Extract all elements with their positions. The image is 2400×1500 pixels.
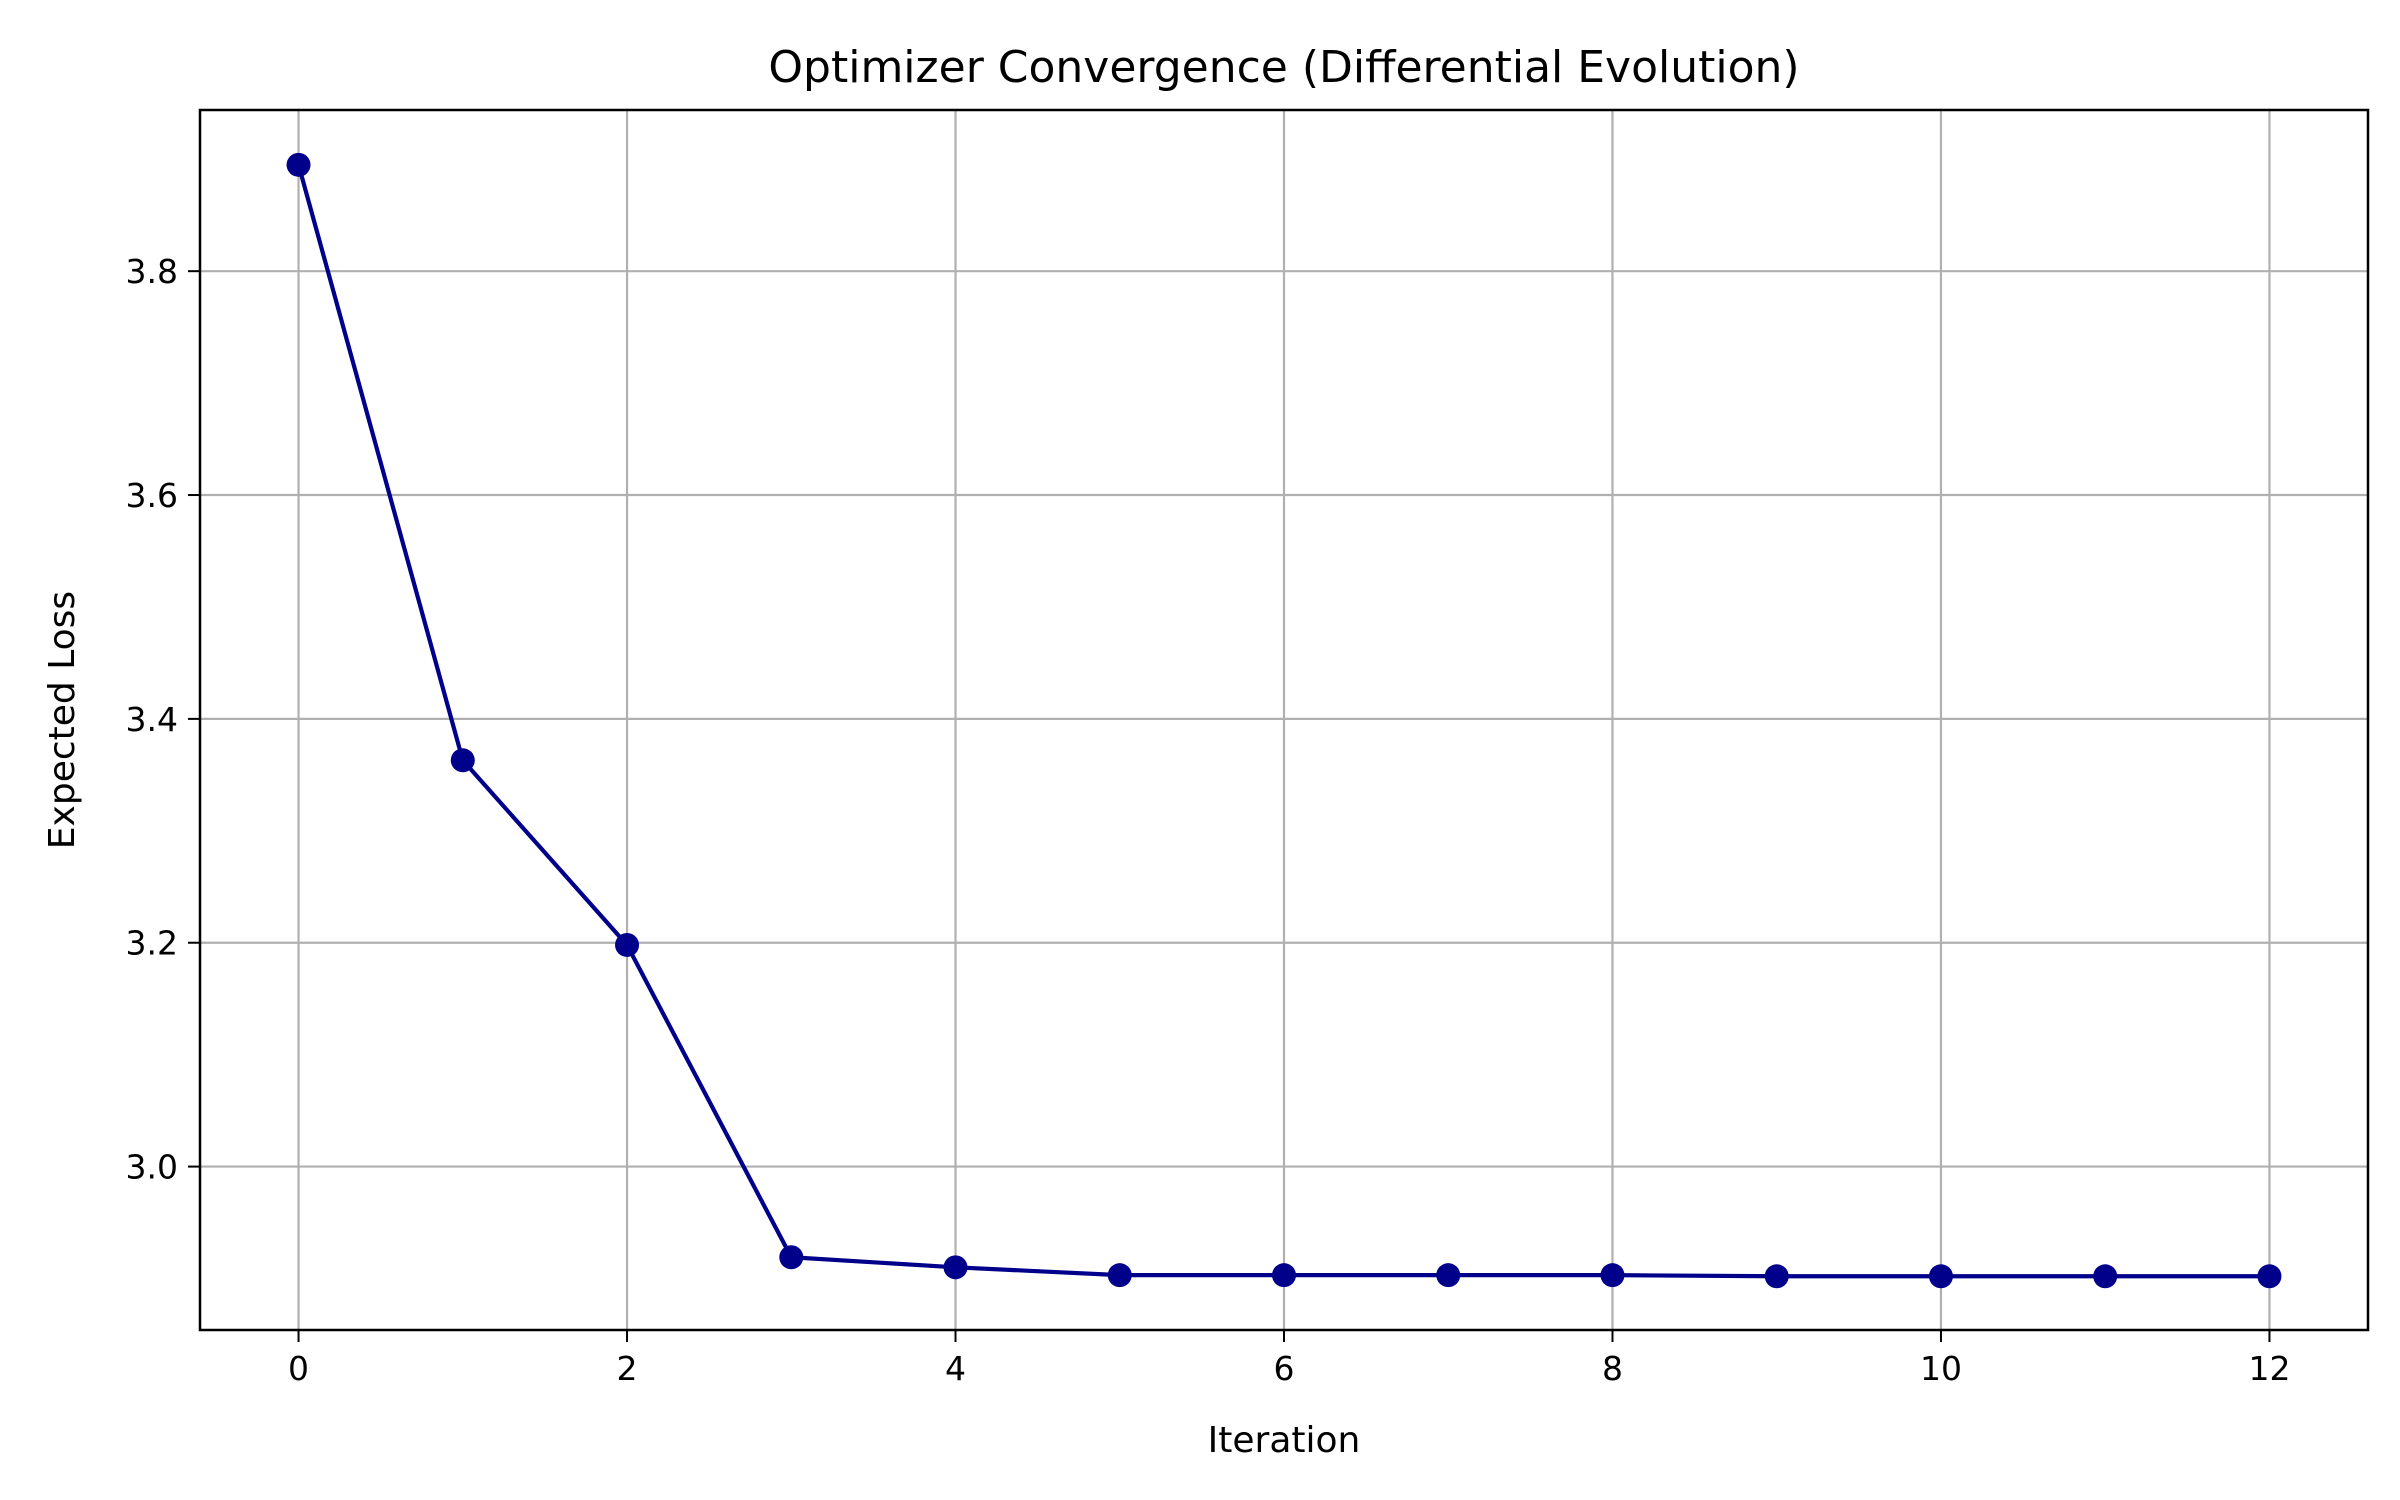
grid-layer — [200, 110, 2368, 1330]
y-tick-label: 3.4 — [126, 700, 178, 739]
x-tick-label: 4 — [945, 1349, 966, 1388]
data-point-marker — [615, 932, 640, 957]
x-tick-label: 0 — [288, 1349, 309, 1388]
tick-layer: 0 2 4 6 8 10 12 3.0 3.2 3.4 3.6 3.8 — [126, 252, 2291, 1388]
y-tick-label: 3.6 — [126, 476, 178, 515]
data-point-marker — [1764, 1264, 1789, 1289]
y-axis-title: Expected Loss — [42, 591, 83, 849]
y-tick-label: 3.2 — [126, 924, 178, 963]
data-point-marker — [1600, 1263, 1625, 1288]
data-point-marker — [286, 152, 311, 177]
data-point-marker — [1928, 1264, 1953, 1289]
x-axis-title: Iteration — [1208, 1420, 1361, 1461]
data-point-marker — [1436, 1263, 1461, 1288]
data-point-marker — [2257, 1264, 2282, 1289]
series-layer — [286, 152, 2282, 1289]
x-tick-label: 8 — [1602, 1349, 1623, 1388]
y-tick-label: 3.0 — [126, 1148, 178, 1187]
y-tick-label: 3.8 — [126, 252, 178, 291]
x-tick-label: 6 — [1274, 1349, 1295, 1388]
data-point-marker — [450, 748, 475, 773]
data-point-marker — [943, 1255, 968, 1280]
data-point-marker — [779, 1245, 804, 1270]
x-tick-label: 10 — [1920, 1349, 1962, 1388]
x-tick-label: 12 — [2248, 1349, 2290, 1388]
data-point-marker — [1272, 1263, 1296, 1288]
chart-title: Optimizer Convergence (Differential Evol… — [768, 42, 1799, 93]
data-point-marker — [1107, 1263, 1132, 1288]
x-tick-label: 2 — [617, 1349, 638, 1388]
data-point-marker — [2093, 1264, 2118, 1289]
